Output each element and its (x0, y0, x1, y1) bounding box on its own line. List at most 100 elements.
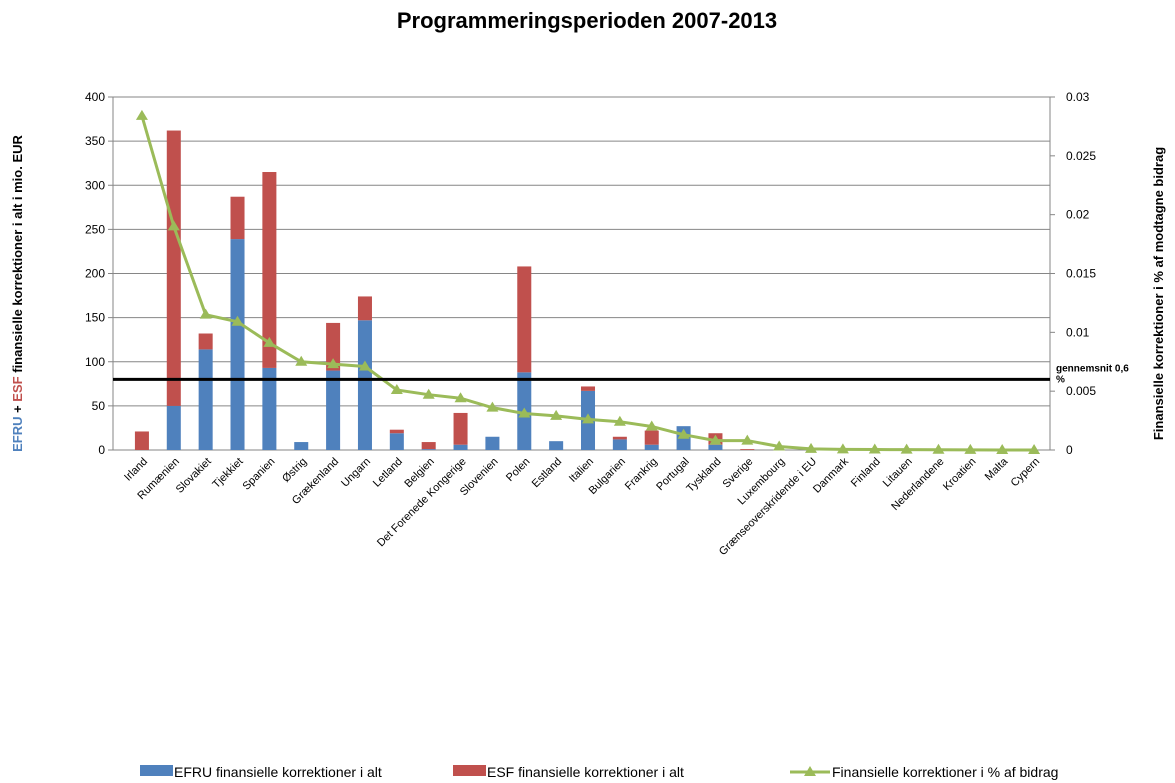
y2-tick-label: 0.01 (1066, 325, 1090, 339)
y2-tick-label: 0.025 (1066, 149, 1096, 163)
line-marker (709, 434, 722, 445)
bar-segment (644, 444, 659, 450)
legend-label: EFRU finansielle korrektioner i alt (174, 764, 382, 780)
line-marker (645, 420, 658, 431)
x-tick-label: Irland (122, 456, 150, 484)
legend-label: Finansielle korrektioner i % af bidrag (832, 764, 1058, 780)
y-tick-label: 0 (98, 443, 105, 457)
y2-tick-label: 0.03 (1066, 90, 1090, 104)
bar-segment (134, 431, 149, 450)
x-tick-label: Polen (504, 456, 532, 484)
x-tick-label: Spanien (240, 456, 277, 493)
y-tick-label: 100 (85, 355, 105, 369)
bar-segment (612, 436, 627, 440)
bar-segment (612, 439, 627, 450)
y2-tick-label: 0 (1066, 443, 1073, 457)
y-axis-label-part: EFRU (10, 417, 25, 452)
reference-label: gennemsnit 0,6% (1056, 363, 1129, 385)
y-tick-label: 250 (85, 222, 105, 236)
bar-segment (166, 130, 181, 406)
line-marker (550, 409, 563, 420)
y-tick-label: 200 (85, 267, 105, 281)
bar-segment (326, 370, 341, 450)
y2-tick-label: 0.005 (1066, 384, 1096, 398)
bar-segment (326, 322, 341, 371)
line-marker (263, 336, 276, 347)
bar-segment (198, 349, 213, 450)
y-tick-label: 50 (92, 399, 106, 413)
y-tick-label: 150 (85, 311, 105, 325)
line-marker (518, 407, 531, 418)
bar-segment (453, 412, 468, 445)
legend-swatch (140, 765, 173, 776)
line-marker (613, 415, 626, 426)
line-marker (932, 443, 945, 454)
bar-segment (421, 442, 436, 450)
x-tick-label: Tyskland (684, 456, 723, 495)
y-axis-label-part: + (10, 405, 25, 413)
line-marker (422, 388, 435, 399)
y-axis-label: EFRU + ESF finansielle korrektioner i al… (10, 134, 25, 451)
line-marker (454, 392, 467, 403)
line-marker (167, 220, 180, 231)
reference-label-part: % (1056, 374, 1065, 385)
bar-segment (198, 333, 213, 350)
legend-marker (804, 766, 816, 776)
x-tick-label: Italien (567, 456, 596, 485)
bar-segment (262, 172, 277, 368)
bar-segment (453, 444, 468, 450)
line-marker (805, 442, 818, 453)
y2-tick-label: 0.015 (1066, 267, 1096, 281)
x-tick-label: Slovakiet (174, 456, 214, 496)
bar-segment (294, 442, 309, 450)
bar-segment (740, 449, 755, 450)
y-tick-label: 400 (85, 90, 105, 104)
line-marker (868, 443, 881, 454)
bar-segment (357, 296, 372, 321)
bar-segment (389, 429, 404, 434)
bar-segment (708, 444, 723, 450)
line-marker (199, 308, 212, 319)
x-tick-label: Malta (983, 455, 1011, 483)
y-tick-label: 300 (85, 178, 105, 192)
x-tick-label: Letland (371, 456, 405, 490)
line-marker (358, 360, 371, 371)
x-tick-label: Frankrig (623, 456, 660, 493)
legend-swatch (453, 765, 486, 776)
bar-segment (517, 266, 532, 373)
x-tick-label: Estland (530, 456, 564, 490)
bar-segment (262, 367, 277, 450)
line-marker (964, 443, 977, 454)
x-tick-label: Tjekkiet (210, 456, 245, 491)
line-marker (996, 444, 1009, 454)
line-marker (900, 443, 913, 454)
line-marker (677, 428, 690, 439)
y2-axis-label: Finansielle korrektioner i % af modtagne… (1151, 147, 1166, 440)
line-marker (390, 383, 403, 394)
x-tick-label: Cypern (1009, 456, 1043, 490)
bar-segment (389, 433, 404, 450)
line-marker (135, 109, 148, 120)
line-marker (582, 413, 594, 424)
line-marker (486, 401, 499, 412)
bar-segment (357, 320, 372, 450)
bar-segment (644, 430, 659, 445)
line-marker (1028, 444, 1041, 454)
line-marker (327, 358, 340, 369)
x-tick-label: Finland (849, 456, 883, 490)
x-tick-label: Ungarn (339, 456, 373, 490)
y2-tick-label: 0.02 (1066, 208, 1090, 222)
legend-label: ESF finansielle korrektioner i alt (487, 764, 684, 780)
line-marker (295, 355, 308, 366)
bar-segment (485, 436, 500, 450)
y-axis-label-part: finansielle korrektioner i alt i mio. EU… (10, 134, 25, 372)
bar-segment (549, 441, 564, 450)
bar-segment (580, 386, 596, 391)
bar-segment (230, 239, 245, 450)
line-marker (773, 440, 786, 451)
reference-label-part: gennemsnit 0,6 (1056, 363, 1129, 374)
x-tick-label: Kroatien (941, 456, 978, 493)
line-marker (741, 434, 754, 445)
line-marker (231, 315, 244, 326)
